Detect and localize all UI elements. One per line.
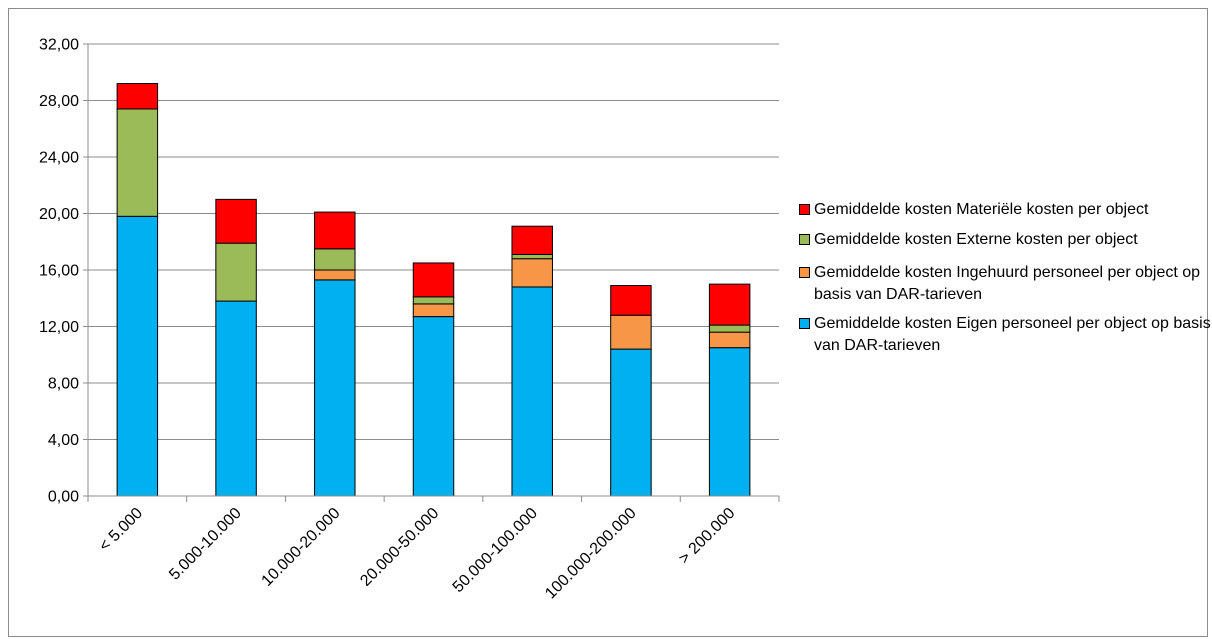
bar-segment: [708, 283, 751, 326]
legend-item: Gemiddelde kosten Eigen personeel per ob…: [797, 313, 1212, 357]
bar-segment: [116, 215, 159, 497]
axes: [83, 43, 780, 502]
legend-label: Gemiddelde kosten Externe kosten per obj…: [814, 231, 1138, 248]
legend-swatch: [799, 267, 810, 278]
x-axis-labels: < 5.000 5.000-10.000 10.000-20.000 20.000-5…: [96, 505, 738, 603]
x-tick-label: 20.000-50.000: [357, 505, 442, 590]
y-tick-label: 32,00: [39, 37, 79, 54]
bar-segment: [511, 258, 553, 288]
bar-segment: [314, 211, 356, 250]
x-tick-label: 50.000-100.000: [450, 505, 541, 596]
bar-segment: [708, 347, 751, 497]
bar-segment: [215, 300, 257, 497]
bar-segment: [116, 83, 159, 110]
bar-segment: [412, 296, 455, 305]
y-axis-labels: 0,00 4,00 8,00 12,00 16,00 20,00 24,00 28,00 32,…: [39, 37, 79, 506]
x-tick-label: 10.000-20.000: [259, 505, 344, 590]
y-tick-label: 8,00: [48, 376, 79, 393]
y-tick-label: 16,00: [39, 263, 79, 280]
legend-label: Gemiddelde kosten Eigen personeel per ob…: [814, 315, 1211, 354]
stacked-bar-chart: 0,00 4,00 8,00 12,00 16,00 20,00 24,00 28,00 32,…: [39, 37, 780, 603]
legend-swatch: [799, 234, 810, 245]
bar-segment: [610, 285, 652, 316]
legend-item: Gemiddelde kosten Externe kosten per obj…: [797, 229, 1212, 251]
bar-segment: [314, 279, 356, 497]
legend-label: Gemiddelde kosten Materiële kosten per o…: [814, 201, 1149, 218]
bar-segment: [511, 225, 553, 255]
legend-label: Gemiddelde kosten Ingehuurd personeel pe…: [814, 264, 1201, 303]
bar-segment: [610, 314, 652, 350]
bar-segment: [610, 348, 652, 497]
y-tick-label: 24,00: [39, 150, 79, 167]
bar-segment: [116, 108, 159, 217]
y-tick-label: 28,00: [39, 93, 79, 110]
bar-segment: [708, 331, 751, 349]
legend-item: Gemiddelde kosten Materiële kosten per o…: [797, 199, 1212, 221]
x-tick-label: 5.000-10.000: [166, 505, 245, 584]
x-tick-label: 100.000-200.000: [542, 505, 640, 603]
bar-segment: [511, 286, 553, 497]
chart-frame: 0,00 4,00 8,00 12,00 16,00 20,00 24,00 28,00 32,…: [8, 8, 1211, 637]
legend: Gemiddelde kosten Materiële kosten per o…: [797, 199, 1212, 357]
bar-segment: [412, 316, 455, 497]
bars: [116, 83, 751, 497]
bar-segment: [314, 269, 356, 281]
y-tick-label: 20,00: [39, 206, 79, 223]
x-tick-label: > 200.000: [676, 505, 739, 568]
bar-segment: [314, 248, 356, 271]
y-tick-label: 0,00: [48, 489, 79, 506]
bar-segment: [412, 303, 455, 318]
bar-segment: [511, 253, 553, 260]
y-tick-label: 4,00: [48, 432, 79, 449]
bar-segment: [708, 324, 751, 333]
bar-segment: [215, 242, 257, 302]
bar-segment: [412, 262, 455, 298]
y-tick-label: 12,00: [39, 319, 79, 336]
legend-swatch: [799, 204, 810, 215]
x-tick-label: < 5.000: [96, 505, 146, 555]
legend-item: Gemiddelde kosten Ingehuurd personeel pe…: [797, 262, 1212, 306]
bar-segment: [215, 198, 257, 244]
legend-swatch: [799, 318, 810, 329]
